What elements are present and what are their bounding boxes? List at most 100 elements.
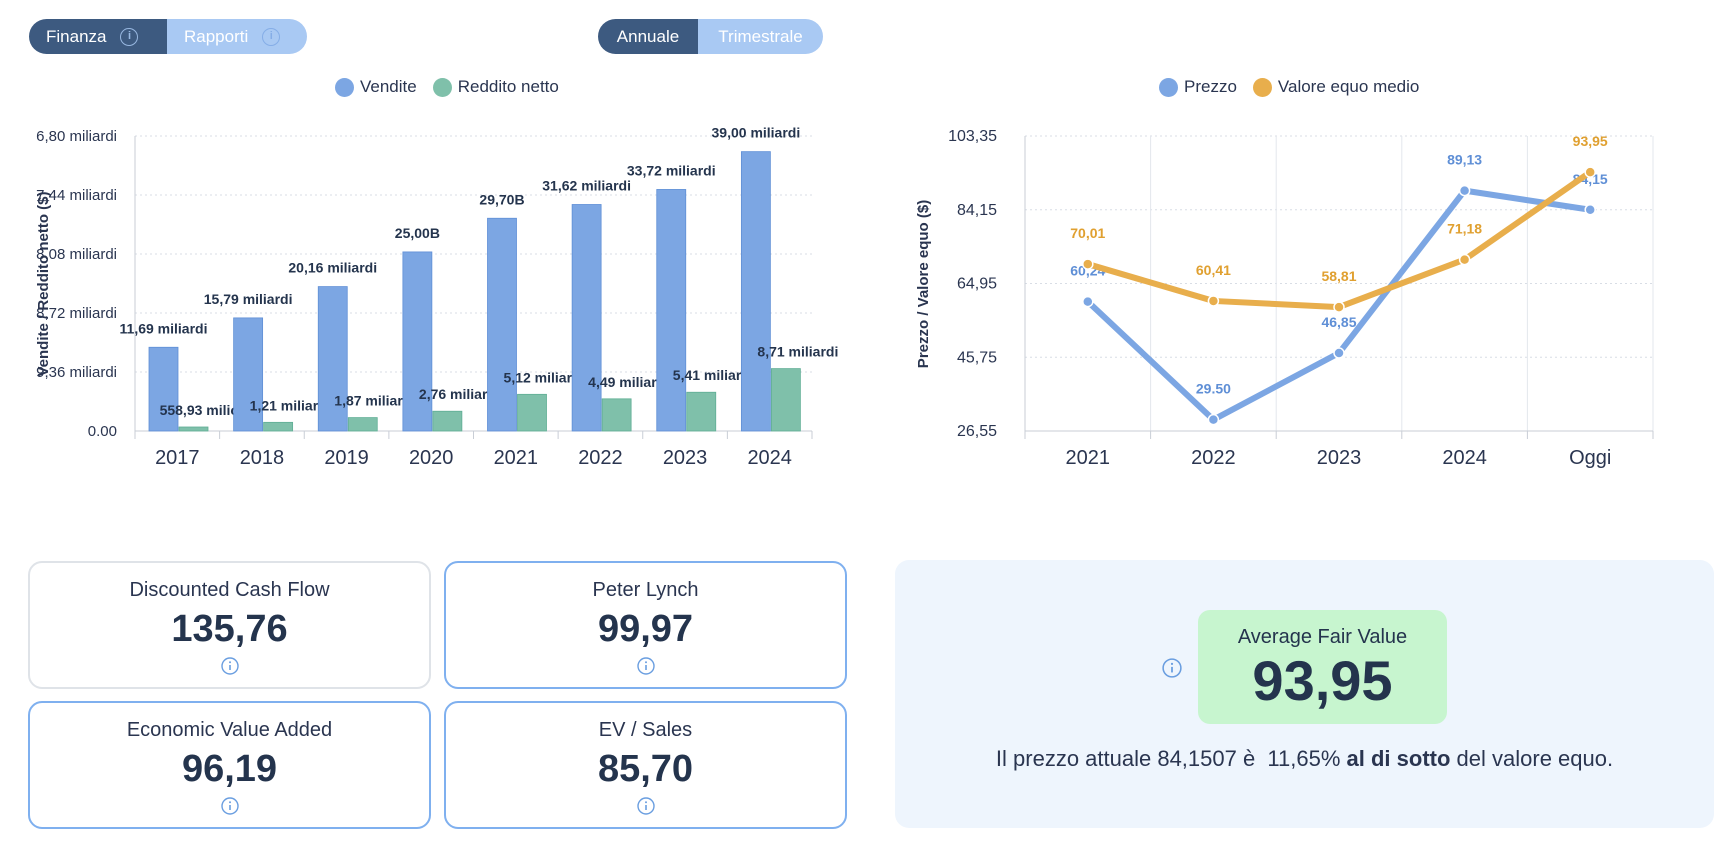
x-tick-label: 2024	[747, 447, 792, 469]
x-tick-label: 2017	[155, 447, 200, 469]
net-income-bar	[432, 410, 463, 432]
legend-item-price[interactable]: Prezzo	[1159, 77, 1237, 97]
x-tick-label: 2022	[1191, 447, 1236, 469]
tab-annuale-label: Annuale	[616, 26, 680, 46]
net-income-bar	[178, 426, 209, 432]
price-point	[1584, 204, 1596, 216]
y-axis-title: Vendite / Reddito netto ($)	[35, 191, 52, 376]
card-value: 85,70	[597, 748, 694, 790]
info-icon[interactable]: i	[262, 27, 281, 46]
legend-label-sales: Vendite	[360, 77, 417, 96]
x-tick-label: 2022	[578, 447, 623, 469]
net-income-bar	[263, 421, 294, 432]
price-data-label: 46,85	[1321, 314, 1356, 330]
net-income-data-label: 8,71 miliardi	[757, 344, 838, 360]
price-point	[1207, 413, 1220, 426]
sales-data-label: 29,70B	[479, 191, 524, 207]
sales-bar	[402, 251, 433, 432]
tab-finanza[interactable]: Finanza i	[29, 19, 167, 54]
tab-rapporti-label: Rapporti	[184, 26, 249, 46]
net-income-data-label: 1,87 miliardi	[334, 393, 415, 409]
legend-dot-price	[1159, 77, 1178, 97]
y-axis-title: Prezzo / Valore equo ($)	[915, 200, 932, 368]
card-value: 96,19	[181, 748, 278, 790]
y-tick-label: 84,15	[957, 202, 997, 219]
info-icon[interactable]	[220, 657, 239, 675]
fair-value-data-label: 70,01	[1070, 225, 1105, 241]
sales-data-label: 11,69 miliardi	[120, 320, 208, 336]
net-income-bar	[347, 417, 378, 432]
x-tick-label: 2023	[1317, 447, 1362, 469]
valuation-card-dcf[interactable]: Discounted Cash Flow 135,76	[28, 561, 431, 689]
tab-finanza-label: Finanza	[46, 26, 107, 46]
legend-label-price: Prezzo	[1184, 77, 1237, 96]
info-icon[interactable]: i	[120, 27, 139, 46]
average-fair-value-box: Average Fair Value 93,95	[1198, 610, 1447, 724]
sales-bar	[656, 189, 687, 432]
x-tick-label: 2018	[240, 447, 285, 469]
info-icon[interactable]	[1162, 658, 1182, 683]
legend-dot-sales	[335, 77, 354, 97]
tab-trimestrale-label: Trimestrale	[718, 26, 803, 46]
card-title: Discounted Cash Flow	[129, 579, 330, 601]
sales-net-income-bar-chart: 0.00 9,36 miliardi 8,72 miliardi 8,08 milia…	[35, 125, 838, 469]
fair-value-data-label: 60,41	[1196, 262, 1231, 278]
y-tick-label: 6,80 miliardi	[36, 128, 117, 145]
sales-bar	[148, 346, 179, 432]
sales-bar	[571, 204, 602, 432]
card-value: 135,76	[171, 608, 288, 650]
fair-value-line	[1084, 169, 1594, 311]
summary-text-end: del valore equo.	[1450, 746, 1614, 771]
fair-value-data-label: 71,18	[1447, 221, 1482, 237]
line-chart-legend: Prezzo Valore equo medio	[1159, 77, 1419, 97]
legend-label-net-income: Reddito netto	[457, 77, 559, 96]
y-tick-label: 45,75	[957, 349, 997, 366]
bar-chart-legend: Vendite Reddito netto	[335, 77, 559, 97]
sales-bar	[487, 217, 517, 432]
x-tick-label: 2019	[324, 447, 369, 469]
info-icon[interactable]	[220, 797, 239, 815]
sales-bar	[317, 286, 348, 432]
net-income-bar	[770, 368, 801, 432]
sales-bar	[233, 317, 264, 432]
fair-value-amount: 93,95	[1252, 649, 1393, 712]
fair-value-data-label: 58,81	[1321, 268, 1356, 284]
valuation-card-peter-lynch[interactable]: Peter Lynch 99,97	[444, 561, 847, 689]
y-tick-label: 8,08 miliardi	[36, 246, 117, 263]
sales-data-label: 31,62 miliardi	[542, 177, 631, 193]
card-title: Economic Value Added	[126, 719, 333, 741]
net-income-data-label: 1,21 miliardi	[250, 397, 331, 413]
card-value: 99,97	[597, 608, 694, 650]
fair-value-title: Average Fair Value	[1237, 626, 1408, 648]
price-point	[1458, 184, 1471, 197]
price-point	[1082, 295, 1094, 308]
x-tick-label: 2021	[494, 447, 539, 469]
valuation-card-ev-sales[interactable]: EV / Sales 85,70	[444, 701, 847, 829]
y-tick-label: 8,72 miliardi	[36, 305, 117, 322]
average-fair-value-panel: Average Fair Value 93,95 Il prezzo attua…	[895, 560, 1714, 828]
tab-annuale[interactable]: Annuale	[598, 19, 698, 54]
y-tick-label: 26,55	[957, 423, 997, 440]
tab-rapporti[interactable]: Rapporti i	[167, 19, 307, 54]
fair-value-point	[1458, 253, 1471, 266]
y-tick-label: 9,36 miliardi	[36, 364, 117, 381]
net-income-data-label: 558,93 milioni	[160, 402, 252, 418]
y-tick-label: 64,95	[957, 276, 997, 293]
info-icon[interactable]	[636, 657, 655, 675]
net-income-data-label: 4,49 miliardi	[588, 374, 669, 390]
fair-value-summary: Il prezzo attuale 84,1507 è 11,65% al di…	[895, 746, 1714, 772]
net-income-data-label: 2,76 miliardi	[419, 386, 500, 402]
net-income-data-label: 5,12 miliardi	[504, 369, 585, 385]
legend-item-fair-value[interactable]: Valore equo medio	[1252, 77, 1419, 97]
valuation-card-eva[interactable]: Economic Value Added 96,19	[28, 701, 431, 829]
fair-value-point	[1584, 166, 1596, 178]
summary-verdict: al di sotto	[1346, 746, 1451, 771]
card-title: Peter Lynch	[592, 579, 699, 601]
net-income-data-label: 5,41 miliardi	[673, 367, 754, 383]
net-income-bar	[517, 393, 547, 432]
legend-dot-fair-value	[1252, 77, 1272, 97]
info-icon[interactable]	[636, 797, 655, 815]
tab-trimestrale[interactable]: Trimestrale	[698, 19, 823, 54]
legend-item-sales[interactable]: Vendite	[335, 77, 417, 97]
legend-item-net-income[interactable]: Reddito netto	[432, 77, 559, 97]
